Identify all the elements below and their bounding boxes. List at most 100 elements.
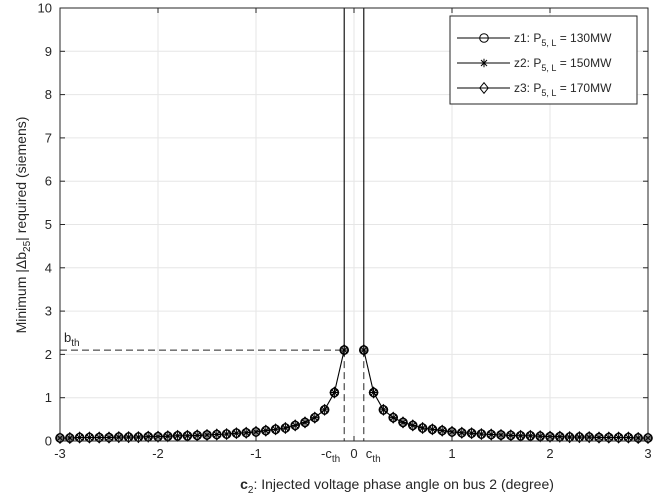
- data-point: [448, 427, 457, 438]
- data-point: [458, 427, 467, 438]
- data-point: [340, 345, 349, 356]
- c-th-label: cth: [366, 446, 381, 465]
- marker-asterisk: [173, 432, 182, 441]
- marker-asterisk: [458, 428, 467, 437]
- legend-marker-asterisk: [480, 59, 489, 68]
- data-point: [409, 420, 418, 431]
- marker-asterisk: [497, 431, 506, 440]
- x-tick-label: 1: [448, 446, 455, 461]
- marker-asterisk: [585, 433, 594, 442]
- y-tick-label: 7: [45, 130, 52, 145]
- data-point: [66, 433, 75, 444]
- data-point: [487, 429, 496, 440]
- y-axis-label-post: | required (siemens): [13, 117, 29, 241]
- x-axis-label-var: c: [240, 476, 248, 492]
- x-axis-label-rest: : Injected voltage phase angle on bus 2 …: [253, 476, 553, 492]
- marker-asterisk: [467, 429, 476, 438]
- marker-asterisk: [379, 406, 388, 415]
- marker-asterisk: [193, 431, 202, 440]
- threshold-guides: [60, 350, 364, 441]
- data-point: [301, 417, 310, 428]
- marker-asterisk: [330, 388, 339, 397]
- marker-asterisk: [222, 430, 231, 439]
- data-point: [556, 431, 565, 442]
- y-axis-label-pre: Minimum |Δb: [13, 252, 29, 334]
- marker-asterisk: [164, 432, 173, 441]
- y-axis-label: Minimum |Δb25| required (siemens): [13, 117, 33, 334]
- data-point: [634, 433, 643, 444]
- data-point: [438, 425, 447, 436]
- data-point: [379, 405, 388, 416]
- y-tick-label: 10: [38, 1, 52, 16]
- zero-label: 0: [350, 446, 357, 461]
- marker-asterisk: [340, 346, 349, 355]
- data-point: [144, 431, 153, 442]
- x-tick-label: 2: [546, 446, 553, 461]
- marker-asterisk: [448, 428, 457, 437]
- neg-c-th-label: -cth: [321, 446, 340, 465]
- data-point: [193, 430, 202, 441]
- data-point: [242, 427, 251, 438]
- marker-asterisk: [320, 406, 329, 415]
- x-axis-label: c2: Injected voltage phase angle on bus …: [240, 476, 554, 496]
- data-point: [428, 424, 437, 435]
- x-tick-label: -2: [152, 446, 164, 461]
- data-point: [173, 431, 182, 442]
- y-tick-label: 2: [45, 347, 52, 362]
- y-tick-label: 4: [45, 260, 52, 275]
- data-point: [497, 430, 506, 441]
- marker-asterisk: [291, 421, 300, 430]
- data-point: [311, 412, 320, 423]
- marker-asterisk: [438, 426, 447, 435]
- data-point: [360, 345, 369, 356]
- marker-asterisk: [556, 432, 565, 441]
- y-tick-label: 9: [45, 44, 52, 59]
- data-point: [536, 431, 545, 442]
- marker-asterisk: [301, 418, 310, 427]
- marker-asterisk: [409, 421, 418, 430]
- data-point: [164, 431, 173, 442]
- marker-asterisk: [360, 346, 369, 355]
- marker-asterisk: [480, 59, 489, 68]
- data-point: [320, 405, 329, 416]
- marker-asterisk: [428, 425, 437, 434]
- data-point: [477, 429, 486, 440]
- marker-asterisk: [183, 432, 192, 441]
- marker-asterisk: [418, 424, 427, 433]
- data-point: [271, 424, 280, 435]
- marker-asterisk: [271, 425, 280, 434]
- data-point: [203, 430, 212, 441]
- marker-asterisk: [144, 432, 153, 441]
- data-point: [183, 431, 192, 442]
- data-point: [507, 430, 516, 441]
- data-point: [232, 428, 241, 439]
- data-point: [467, 428, 476, 439]
- x-tick-label: 3: [644, 446, 651, 461]
- marker-asterisk: [399, 418, 408, 427]
- marker-asterisk: [477, 430, 486, 439]
- data-point: [526, 431, 535, 442]
- y-tick-label: 6: [45, 174, 52, 189]
- marker-asterisk: [242, 428, 251, 437]
- marker-asterisk: [369, 388, 378, 397]
- marker-asterisk: [124, 433, 133, 442]
- y-tick-label: 1: [45, 390, 52, 405]
- marker-asterisk: [232, 429, 241, 438]
- data-point: [281, 423, 290, 434]
- data-point: [330, 387, 339, 398]
- x-tick-label: -1: [250, 446, 262, 461]
- data-point: [262, 425, 271, 436]
- marker-asterisk: [281, 424, 290, 433]
- marker-asterisk: [213, 430, 222, 439]
- curve-left: [60, 8, 344, 438]
- y-tick-label: 8: [45, 87, 52, 102]
- data-point: [291, 420, 300, 431]
- marker-asterisk: [536, 432, 545, 441]
- marker-asterisk: [389, 413, 398, 422]
- legend: z1: P5, L = 130MW z2: P5, L = 150MW z3: …: [450, 16, 637, 104]
- b-th-label: bth: [64, 330, 80, 349]
- data-point: [222, 429, 231, 440]
- marker-asterisk: [311, 413, 320, 422]
- marker-asterisk: [262, 426, 271, 435]
